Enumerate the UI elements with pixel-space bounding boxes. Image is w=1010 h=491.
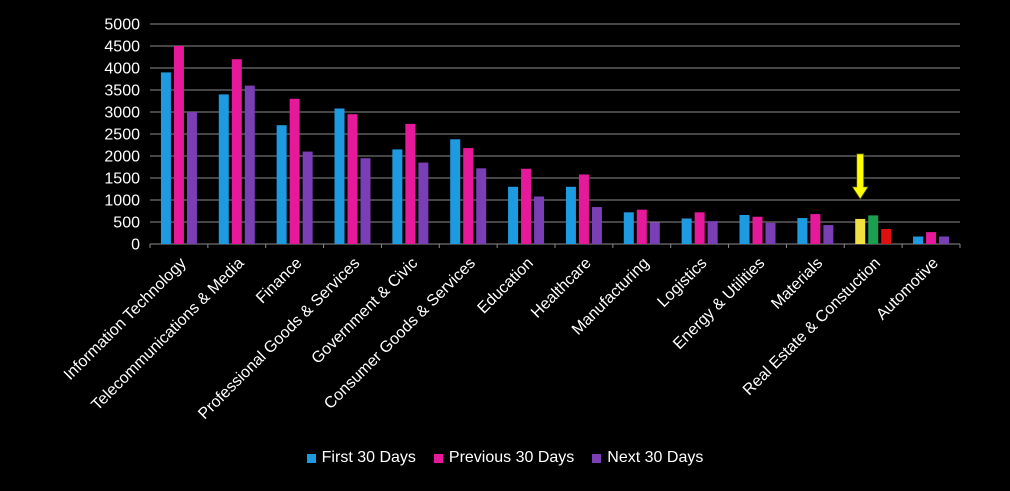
legend-label-next-30-days: Next 30 Days	[607, 449, 704, 466]
x-tick-label: Logistics	[654, 255, 710, 311]
bar-previous-30-days	[289, 98, 300, 244]
bar-first-30-days	[855, 218, 866, 244]
bar-previous-30-days	[463, 148, 474, 244]
bar-first-30-days	[276, 125, 287, 244]
y-tick-label: 1500	[104, 171, 140, 188]
legend-item-next-30-days: Next 30 Days	[592, 449, 703, 467]
bar-previous-30-days	[636, 209, 647, 244]
legend-label-first-30-days: First 30 Days	[321, 449, 416, 466]
bar-previous-30-days	[521, 168, 532, 244]
bar-next-30-days	[707, 221, 718, 244]
y-tick-label: 2500	[104, 127, 140, 144]
legend-item-first-30-days: First 30 Days	[306, 449, 416, 467]
bar-previous-30-days	[752, 216, 763, 244]
x-tick-label: Materials	[768, 255, 826, 313]
bar-first-30-days	[913, 236, 924, 244]
y-tick-label: 3000	[104, 105, 140, 122]
legend-swatch-first-30-days	[306, 453, 316, 463]
legend: First 30 Days Previous 30 Days Next 30 D…	[0, 449, 1010, 467]
bar-first-30-days	[334, 108, 345, 244]
legend-label-previous-30-days: Previous 30 Days	[448, 449, 575, 466]
bar-first-30-days	[739, 214, 750, 244]
bar-chart: 0 500 1000 1500 2000 2500 3000 3500 4000 4500 5000…	[61, 17, 961, 423]
y-tick-label: 3500	[104, 83, 140, 100]
legend-item-previous-30-days: Previous 30 Days	[433, 449, 575, 467]
bar-next-30-days	[476, 168, 487, 244]
bar-first-30-days	[565, 186, 576, 244]
y-tick-label: 5000	[104, 17, 140, 34]
bar-next-30-days	[360, 158, 371, 244]
bar-first-30-days	[218, 94, 229, 245]
x-tick-label: Automotive	[873, 255, 942, 324]
x-tick-label: Education	[475, 255, 537, 317]
y-tick-label: 0	[131, 237, 140, 254]
highlight-arrow-icon	[851, 153, 869, 200]
legend-swatch-next-30-days	[592, 453, 602, 463]
bar-previous-30-days	[868, 215, 879, 244]
bar-next-30-days	[418, 162, 429, 244]
y-tick-label: 500	[113, 215, 140, 232]
bar-next-30-days	[534, 196, 545, 244]
bar-next-30-days	[591, 207, 602, 244]
bar-next-30-days	[823, 225, 834, 244]
bar-previous-30-days	[926, 232, 937, 244]
x-tick-label: Finance	[253, 255, 305, 307]
y-tick-label: 4500	[104, 39, 140, 56]
bar-previous-30-days	[405, 123, 416, 244]
y-tick-label: 2000	[104, 149, 140, 166]
bar-first-30-days	[160, 72, 171, 245]
bar-first-30-days	[392, 149, 403, 244]
bar-first-30-days	[450, 139, 461, 244]
bar-next-30-days	[302, 151, 313, 244]
bar-next-30-days	[939, 236, 950, 244]
bar-next-30-days	[765, 222, 776, 244]
bar-next-30-days	[881, 229, 892, 244]
legend-swatch-previous-30-days	[433, 453, 443, 463]
bar-previous-30-days	[231, 59, 242, 245]
bar-previous-30-days	[810, 214, 821, 244]
bar-previous-30-days	[173, 46, 184, 244]
bar-previous-30-days	[694, 212, 705, 244]
x-tick-label: Government & Civic	[309, 255, 422, 368]
bar-first-30-days	[508, 186, 519, 244]
bar-next-30-days	[649, 222, 660, 244]
bar-first-30-days	[623, 212, 634, 244]
y-tick-label: 1000	[104, 193, 140, 210]
bar-first-30-days	[797, 218, 808, 244]
bar-previous-30-days	[347, 114, 358, 244]
bar-first-30-days	[681, 218, 692, 244]
bar-next-30-days	[244, 85, 255, 244]
y-tick-label: 4000	[104, 61, 140, 78]
bar-previous-30-days	[578, 174, 589, 244]
bar-next-30-days	[186, 112, 197, 244]
